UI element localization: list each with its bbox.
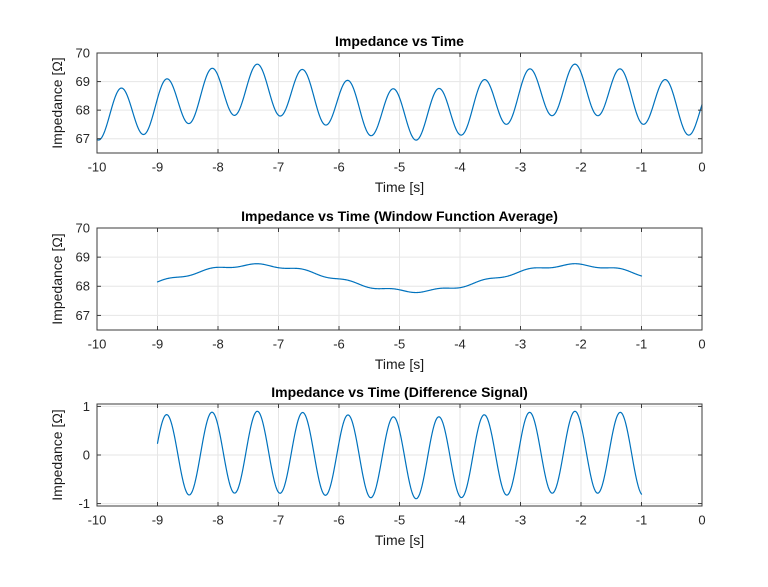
x-tick-label: -3 — [515, 513, 527, 528]
plot3-title: Impedance vs Time (Difference Signal) — [271, 384, 528, 400]
y-tick-label: 0 — [83, 447, 90, 462]
x-tick-label: -1 — [636, 160, 648, 175]
x-tick-label: -7 — [273, 337, 285, 352]
y-tick-label: 70 — [76, 220, 90, 235]
x-tick-label: -5 — [394, 513, 406, 528]
grid-lines — [97, 53, 702, 153]
grid-lines — [97, 228, 702, 330]
y-tick-label: 69 — [76, 250, 90, 265]
x-tick-label: -10 — [88, 513, 107, 528]
x-tick-label: -4 — [454, 513, 466, 528]
tick-marks — [96, 227, 703, 330]
x-tick-label: -4 — [454, 160, 466, 175]
x-tick-label: -7 — [273, 160, 285, 175]
y-tick-label: 68 — [76, 103, 90, 118]
plot1-x-axis-label: Time [s] — [374, 179, 425, 195]
grid-lines — [97, 404, 702, 506]
y-tick-label: 67 — [76, 131, 90, 146]
x-tick-label: -7 — [273, 513, 285, 528]
y-tick-label: 69 — [76, 74, 90, 89]
tick-marks — [96, 52, 703, 153]
x-tick-label: -9 — [152, 160, 164, 175]
plot2-x-axis-label: Time [s] — [374, 356, 425, 372]
tick-labels: -10 -9 -8 -7 -6 -5 -4 -3 -2 -1 0-101 — [78, 399, 705, 528]
x-tick-label: -4 — [454, 337, 466, 352]
series-raw-impedance — [96, 63, 703, 141]
x-tick-label: -9 — [152, 513, 164, 528]
y-tick-label: 67 — [76, 308, 90, 323]
series-window-average — [156, 263, 643, 294]
plot3-x-axis-label: Time [s] — [374, 532, 425, 548]
x-tick-label: 0 — [698, 160, 705, 175]
x-tick-label: -6 — [333, 337, 345, 352]
tick-marks — [96, 404, 703, 506]
x-tick-label: -2 — [575, 160, 587, 175]
x-tick-label: -10 — [88, 160, 107, 175]
plot1-y-axis-label: Impedance [Ω] — [49, 57, 65, 149]
plot2-y-axis-label: Impedance [Ω] — [49, 233, 65, 325]
x-tick-label: 0 — [698, 337, 705, 352]
x-tick-label: 0 — [698, 513, 705, 528]
x-tick-label: -3 — [515, 160, 527, 175]
x-tick-label: -6 — [333, 513, 345, 528]
x-tick-label: -5 — [394, 160, 406, 175]
x-tick-label: -1 — [636, 513, 648, 528]
x-tick-label: -9 — [152, 337, 164, 352]
x-tick-label: -3 — [515, 337, 527, 352]
x-tick-label: -8 — [212, 513, 224, 528]
x-tick-label: -6 — [333, 160, 345, 175]
x-tick-label: -10 — [88, 337, 107, 352]
x-tick-label: -5 — [394, 337, 406, 352]
y-tick-label: -1 — [78, 496, 90, 511]
plot2-title: Impedance vs Time (Window Function Avera… — [241, 208, 558, 224]
series-difference-signal — [156, 410, 643, 500]
plot-3-axes: -10 -9 -8 -7 -6 -5 -4 -3 -2 -1 0-101 — [78, 399, 705, 528]
x-tick-label: -2 — [575, 513, 587, 528]
plot3-y-axis-label: Impedance [Ω] — [49, 409, 65, 501]
x-tick-label: -8 — [212, 160, 224, 175]
plot1-title: Impedance vs Time — [335, 33, 464, 49]
y-tick-label: 70 — [76, 45, 90, 60]
x-tick-label: -1 — [636, 337, 648, 352]
y-tick-label: 68 — [76, 279, 90, 294]
x-tick-label: -8 — [212, 337, 224, 352]
x-tick-label: -2 — [575, 337, 587, 352]
y-tick-label: 1 — [83, 399, 90, 414]
